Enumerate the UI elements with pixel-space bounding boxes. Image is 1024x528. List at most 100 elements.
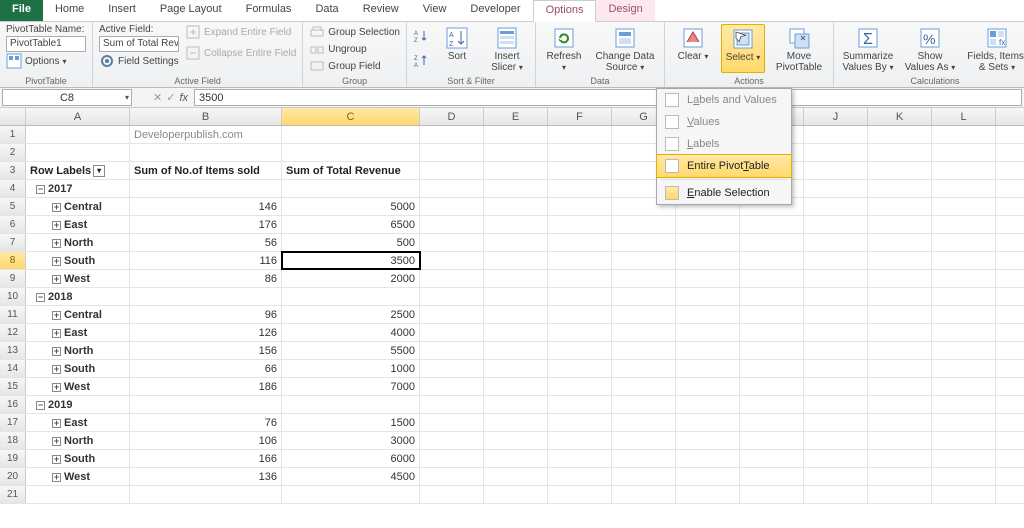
cell[interactable] xyxy=(804,198,868,215)
cell[interactable] xyxy=(26,126,130,143)
pivot-value-items[interactable]: 106 xyxy=(130,432,282,449)
cell[interactable] xyxy=(420,396,484,413)
cell[interactable] xyxy=(420,288,484,305)
group-selection-button[interactable]: Group Selection xyxy=(309,24,400,40)
sort-za-icon[interactable]: ZA xyxy=(413,53,429,69)
cell[interactable] xyxy=(932,324,996,341)
pivot-region[interactable]: +East xyxy=(26,414,130,431)
pivot-value-items[interactable]: 186 xyxy=(130,378,282,395)
cell[interactable] xyxy=(548,144,612,161)
cell[interactable] xyxy=(484,324,548,341)
cell[interactable] xyxy=(740,216,804,233)
cell[interactable] xyxy=(548,162,612,179)
col-header-J[interactable]: J xyxy=(804,108,868,125)
cell[interactable] xyxy=(868,360,932,377)
cell[interactable] xyxy=(282,144,420,161)
row-header[interactable]: 18 xyxy=(0,432,26,449)
row-header[interactable]: 1 xyxy=(0,126,26,143)
col-header-C[interactable]: C xyxy=(282,108,420,125)
clear-button[interactable]: Clear ▾ xyxy=(671,24,715,73)
cell[interactable] xyxy=(420,306,484,323)
pivot-value-items[interactable]: 86 xyxy=(130,270,282,287)
menu-entire-pivottable[interactable]: Entire PivotTable xyxy=(656,154,792,178)
pivot-region[interactable]: +North xyxy=(26,432,130,449)
cell[interactable] xyxy=(868,378,932,395)
cell[interactable] xyxy=(932,432,996,449)
tab-insert[interactable]: Insert xyxy=(96,0,148,21)
pivot-value-revenue[interactable]: 5000 xyxy=(282,198,420,215)
cell[interactable] xyxy=(932,378,996,395)
cell[interactable] xyxy=(740,360,804,377)
cell[interactable] xyxy=(612,324,676,341)
cell[interactable] xyxy=(484,126,548,143)
cell[interactable] xyxy=(612,468,676,485)
row-header[interactable]: 3 xyxy=(0,162,26,179)
cell[interactable] xyxy=(868,324,932,341)
cell[interactable] xyxy=(484,270,548,287)
row-header[interactable]: 8 xyxy=(0,252,26,269)
cell[interactable] xyxy=(612,216,676,233)
cell[interactable] xyxy=(548,324,612,341)
pivot-value-items[interactable]: 176 xyxy=(130,216,282,233)
cell[interactable] xyxy=(282,486,420,503)
tab-review[interactable]: Review xyxy=(351,0,411,21)
cell[interactable] xyxy=(484,180,548,197)
pivot-col2-header[interactable]: Sum of Total Revenue xyxy=(282,162,420,179)
cell[interactable] xyxy=(932,216,996,233)
collapse-icon[interactable]: − xyxy=(36,401,45,410)
cell[interactable] xyxy=(804,342,868,359)
cell[interactable] xyxy=(676,432,740,449)
cell[interactable] xyxy=(740,396,804,413)
cell[interactable] xyxy=(804,216,868,233)
cell[interactable] xyxy=(868,270,932,287)
pivot-value-items[interactable]: 156 xyxy=(130,342,282,359)
collapse-icon[interactable]: − xyxy=(36,293,45,302)
expand-icon[interactable]: + xyxy=(52,473,61,482)
select-all-corner[interactable] xyxy=(0,108,26,125)
cell[interactable] xyxy=(484,468,548,485)
cell[interactable] xyxy=(868,126,932,143)
cell[interactable] xyxy=(282,180,420,197)
cell[interactable] xyxy=(868,252,932,269)
pivot-year[interactable]: −2018 xyxy=(26,288,130,305)
cell[interactable] xyxy=(548,342,612,359)
cell[interactable] xyxy=(676,216,740,233)
cell[interactable] xyxy=(868,144,932,161)
tab-developer[interactable]: Developer xyxy=(458,0,532,21)
cell[interactable] xyxy=(612,252,676,269)
cell[interactable] xyxy=(282,288,420,305)
cell[interactable] xyxy=(676,252,740,269)
cell[interactable] xyxy=(740,252,804,269)
cell[interactable] xyxy=(740,324,804,341)
cell[interactable] xyxy=(484,288,548,305)
cell[interactable] xyxy=(484,360,548,377)
pivot-value-items[interactable]: 56 xyxy=(130,234,282,251)
pivot-region[interactable]: +Central xyxy=(26,198,130,215)
cell[interactable] xyxy=(932,198,996,215)
cell[interactable] xyxy=(932,252,996,269)
cell[interactable] xyxy=(420,270,484,287)
cell[interactable] xyxy=(932,468,996,485)
row-header[interactable]: 17 xyxy=(0,414,26,431)
tab-data[interactable]: Data xyxy=(303,0,350,21)
cell[interactable] xyxy=(420,180,484,197)
cell[interactable] xyxy=(804,180,868,197)
cell[interactable] xyxy=(676,378,740,395)
pivot-value-revenue[interactable]: 6000 xyxy=(282,450,420,467)
cell[interactable] xyxy=(932,306,996,323)
cell[interactable] xyxy=(420,360,484,377)
cell[interactable] xyxy=(548,396,612,413)
pivot-region[interactable]: +North xyxy=(26,342,130,359)
af-name-input[interactable]: Sum of Total Reve xyxy=(99,36,179,52)
cell[interactable] xyxy=(868,450,932,467)
pivot-region[interactable]: +South xyxy=(26,450,130,467)
pivot-value-items[interactable]: 166 xyxy=(130,450,282,467)
cell[interactable] xyxy=(740,306,804,323)
cell[interactable] xyxy=(740,270,804,287)
col-header-D[interactable]: D xyxy=(420,108,484,125)
cell[interactable] xyxy=(548,288,612,305)
cell[interactable] xyxy=(612,288,676,305)
af-settings-button[interactable]: Field Settings xyxy=(99,53,179,69)
cell[interactable] xyxy=(932,180,996,197)
expand-icon[interactable]: + xyxy=(52,383,61,392)
